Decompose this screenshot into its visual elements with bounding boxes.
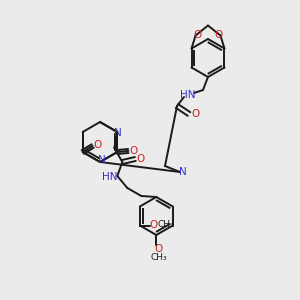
Text: CH₃: CH₃	[150, 253, 166, 262]
Text: O: O	[191, 109, 199, 119]
Text: O: O	[194, 29, 202, 40]
Text: O: O	[214, 29, 223, 40]
Text: O: O	[150, 220, 158, 230]
Text: O: O	[154, 244, 162, 254]
Text: N: N	[179, 167, 187, 177]
Text: O: O	[129, 146, 137, 156]
Text: HN: HN	[180, 90, 196, 100]
Text: HN: HN	[102, 172, 117, 182]
Text: O: O	[94, 140, 102, 150]
Text: N: N	[114, 128, 122, 138]
Text: N: N	[98, 155, 106, 165]
Text: CH₃: CH₃	[158, 220, 174, 229]
Text: O: O	[136, 154, 144, 164]
